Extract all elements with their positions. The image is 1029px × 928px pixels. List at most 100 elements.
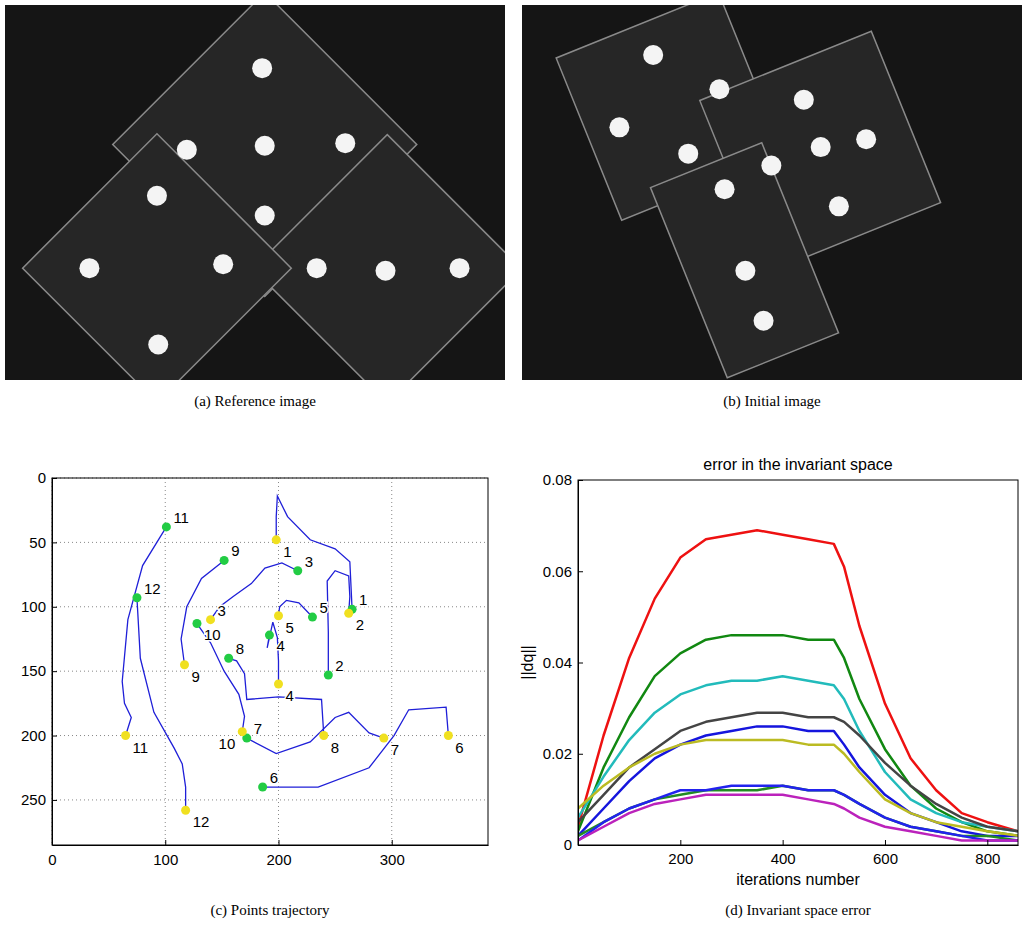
tick-label: 200 [21, 727, 46, 744]
caption: (b) Initial image [723, 393, 821, 410]
tick-mark [52, 736, 57, 737]
point [293, 566, 302, 575]
point-label: 1 [359, 591, 367, 608]
point [274, 680, 283, 689]
point-label: 10 [204, 626, 221, 643]
tick: 0.02 [543, 745, 583, 762]
point-label: 5 [285, 619, 293, 636]
photo-dot [678, 144, 698, 164]
line [578, 530, 1018, 831]
photo-dot [643, 45, 663, 65]
grid-line [391, 478, 392, 845]
photo-dot [856, 129, 876, 149]
plot-frame [52, 478, 488, 845]
tick: 0.08 [543, 471, 583, 488]
tick-mark [987, 840, 988, 845]
tick-label: 800 [975, 850, 1000, 867]
tick-label: 200 [266, 851, 291, 868]
grid [52, 478, 488, 845]
photo-dot [335, 133, 355, 153]
photo-dot [79, 258, 99, 278]
tick-label: 100 [21, 598, 46, 615]
photo-dot [450, 258, 470, 278]
point-label: 3 [218, 602, 226, 619]
photo-dot [147, 186, 167, 206]
caption: (a) Reference image [194, 393, 316, 410]
grid-line [52, 671, 488, 672]
axis: 00.020.040.060.08 [543, 471, 583, 853]
tick: 50 [29, 534, 57, 551]
point-label: 7 [391, 741, 399, 758]
trajectory [137, 598, 186, 810]
point-label: 12 [144, 580, 161, 597]
tick-mark [165, 840, 166, 845]
point-label: 5 [319, 599, 327, 616]
point-label: 7 [254, 720, 262, 737]
point-label: 10 [219, 735, 236, 752]
plot-background [52, 478, 488, 845]
tick: 300 [380, 840, 405, 868]
point [379, 734, 388, 743]
grid-line [52, 735, 488, 736]
point-label: 2 [356, 616, 364, 633]
axis: 0100200300 [48, 840, 488, 868]
point [272, 535, 281, 544]
photo-dot [307, 258, 327, 278]
photo-dot [255, 206, 275, 226]
tick-mark [278, 840, 279, 845]
point [121, 731, 130, 740]
tick: 200 [668, 840, 693, 867]
point [192, 619, 201, 628]
point [181, 806, 190, 815]
plot-marks [121, 496, 453, 815]
trajectory [327, 571, 350, 675]
tick-label: 100 [153, 851, 178, 868]
caption: (c) Points trajectory [210, 902, 330, 919]
photo-dot [709, 79, 729, 99]
point-label: 1 [283, 543, 291, 560]
line [578, 786, 1018, 841]
photo-dot [811, 137, 831, 157]
point-label: 6 [455, 739, 463, 756]
photo-dot [761, 156, 781, 176]
point-label: 4 [276, 637, 284, 654]
tick: 100 [153, 840, 178, 868]
tick-mark [52, 671, 57, 672]
plot-marks [578, 530, 1018, 840]
grid-line [165, 478, 166, 845]
tick: 0.04 [543, 654, 583, 671]
point-label: 3 [305, 553, 313, 570]
tick: 800 [975, 840, 1000, 867]
point-label: 9 [191, 668, 199, 685]
grid-line [52, 606, 488, 607]
figure: (a) Reference image(b) Initial image0100… [0, 0, 1029, 928]
trajectory [197, 624, 245, 732]
point-label: 8 [236, 640, 244, 657]
photo-dot [609, 117, 629, 137]
photo [5, 0, 522, 403]
point-label: 9 [231, 542, 239, 559]
trajectory [276, 496, 352, 609]
panel-c: 0100200300050100150200250123456789101112… [21, 469, 489, 867]
tick-label: 0 [564, 836, 572, 853]
plot-background [578, 480, 1018, 845]
tick-label: 600 [873, 850, 898, 867]
panel-d: 20040060080000.020.040.060.08error in th… [519, 456, 1019, 888]
tick: 400 [771, 840, 796, 867]
point [224, 654, 233, 663]
tick-label: 0.02 [543, 745, 572, 762]
tick-label: 400 [771, 850, 796, 867]
tick-mark [783, 840, 784, 845]
photo-content [5, 5, 505, 380]
photo-dot [829, 196, 849, 216]
grid-line [52, 542, 488, 543]
grid-line [52, 799, 488, 800]
tick-label: 300 [380, 851, 405, 868]
tick-mark [52, 800, 57, 801]
axis: 200 400 600 800 [579, 840, 1019, 867]
point-label: 4 [285, 687, 293, 704]
domino [253, 135, 505, 380]
axis-title: ||dq|| [519, 645, 536, 679]
point-label: 6 [270, 769, 278, 786]
tick-mark [578, 754, 583, 755]
